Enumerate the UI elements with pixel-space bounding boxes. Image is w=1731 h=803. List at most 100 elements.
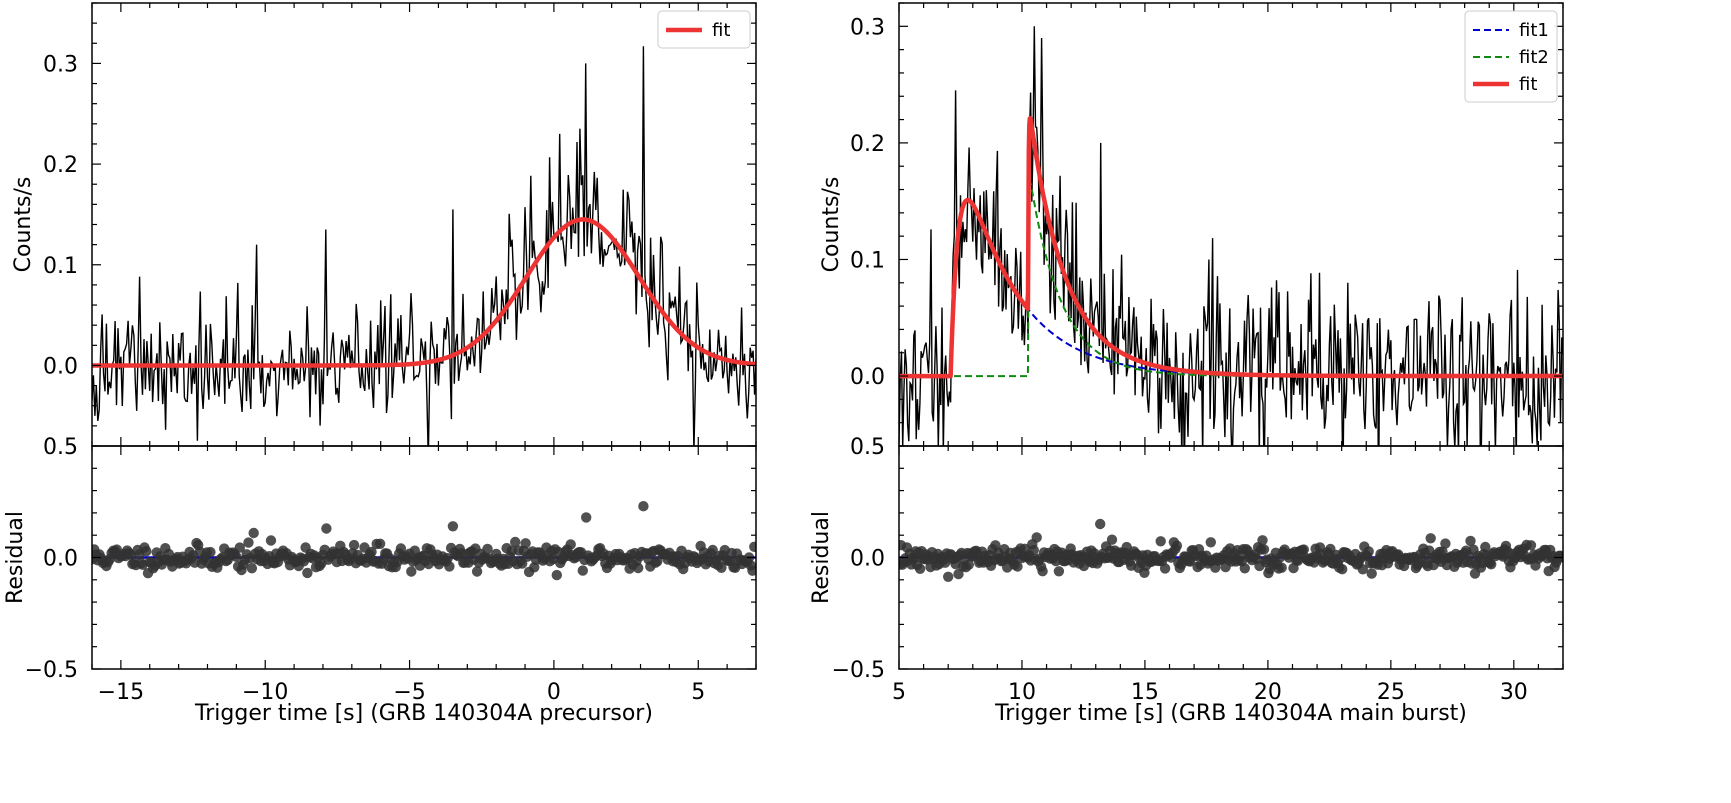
residual-point (1028, 545, 1040, 556)
residual-point (1239, 563, 1251, 574)
residual-point (231, 551, 242, 562)
residual-point (447, 521, 459, 532)
x-axis-label: Trigger time [s] (GRB 140304A precursor) (194, 701, 653, 726)
residual-point (1106, 534, 1118, 545)
residual-point (551, 569, 562, 581)
residual-point (707, 544, 718, 556)
residual-point (243, 537, 254, 548)
legend-box (657, 10, 751, 49)
residual-point (747, 565, 756, 576)
residual-point (510, 536, 521, 548)
residual-point (1465, 535, 1476, 547)
x-tick-label: 15 (1131, 680, 1159, 705)
y-axis-label: Counts/s (819, 177, 844, 273)
y-bottom-tick-label: 0.5 (43, 435, 78, 460)
residual-point (1171, 540, 1183, 551)
x-tick-label: 5 (892, 680, 906, 705)
x-tick-label: −5 (393, 680, 425, 705)
x-tick-label: 20 (1254, 680, 1282, 705)
residual-point (1276, 562, 1287, 573)
residual-point (1155, 536, 1166, 547)
x-tick-label: −10 (242, 680, 288, 705)
y-tick-label: 0.1 (43, 254, 78, 279)
fit-curve-fit2 (899, 180, 1563, 378)
residual-point (1205, 537, 1217, 548)
residual-point (953, 568, 964, 580)
y-tick-label: 0.3 (43, 52, 78, 77)
residual-point (716, 562, 727, 573)
legend-label: fit (1519, 74, 1537, 95)
x-tick-label: −15 (98, 680, 144, 705)
residual-area (899, 518, 1563, 582)
residual-point (1037, 566, 1048, 577)
legend-label: fit1 (1519, 20, 1549, 41)
residual-point (914, 563, 926, 574)
residual-point (1258, 544, 1270, 555)
residual-point (366, 546, 377, 558)
residual-point (1031, 532, 1042, 543)
x-tick-label: 10 (1008, 680, 1036, 705)
residual-point (444, 561, 455, 572)
residual-point (565, 539, 576, 550)
residual-point (1012, 561, 1023, 572)
residual-tick-label: 0.0 (850, 547, 885, 572)
residual-point (141, 546, 152, 557)
y-bottom-tick-label: 0.5 (850, 435, 885, 460)
residual-point (581, 512, 592, 523)
y-tick-label: 0.1 (850, 248, 885, 273)
residual-point (471, 566, 483, 577)
light-curve-line (92, 46, 756, 446)
residual-point (943, 571, 954, 582)
legend-label: fit2 (1519, 47, 1549, 68)
residual-point (1298, 544, 1310, 555)
residual-point (248, 527, 259, 539)
residual-point (1363, 546, 1374, 557)
residual-point (1425, 533, 1436, 544)
residual-point (395, 543, 407, 554)
residual-point (234, 542, 245, 553)
residual-point (1357, 564, 1369, 575)
residual-point (520, 538, 531, 549)
fit-curve-fit (92, 217, 756, 368)
y-tick-label: 0.0 (850, 365, 885, 390)
residual-point (374, 538, 386, 549)
lightcurve-area (899, 26, 1563, 446)
residual-point (482, 543, 493, 555)
residual-point (1525, 540, 1537, 551)
y-tick-label: 0.2 (43, 153, 78, 178)
residual-point (633, 562, 644, 574)
residual-point (1337, 564, 1348, 575)
residual-point (265, 535, 277, 546)
residual-point (1486, 559, 1497, 570)
x-tick-label: 25 (1377, 680, 1405, 705)
residual-point (302, 567, 313, 579)
residual-tick-label: −0.5 (25, 658, 78, 683)
residual-point (1480, 541, 1491, 553)
residual-point (406, 566, 417, 577)
residual-point (1053, 566, 1065, 577)
residual-point (963, 559, 974, 570)
lightcurve-area (92, 46, 756, 446)
x-tick-label: 30 (1500, 680, 1528, 705)
main-burst-panel: 5 10 15 20 25 30 Trigger time [s] (GRB 140304A… (809, 2, 1564, 726)
legend-label: fit (712, 20, 730, 41)
legend-box (1464, 10, 1558, 103)
residual-point (205, 546, 216, 558)
y-tick-label: 0.0 (43, 354, 78, 379)
residual-point (1440, 538, 1451, 549)
precursor-panel: −15 −10 −5 0 5 Trigger time [s] (GRB 140304A … (3, 2, 757, 726)
residual-tick-label: −0.5 (832, 658, 885, 683)
residual-point (638, 501, 649, 512)
residual-point (1257, 535, 1268, 546)
residual-point (652, 556, 663, 567)
residual-point (246, 563, 258, 574)
residual-point (348, 539, 360, 551)
x-axis-label: Trigger time [s] (GRB 140304A main burst… (994, 701, 1467, 726)
x-tick-label: 0 (547, 680, 561, 705)
residual-axis-label: Residual (3, 511, 28, 604)
residual-point (442, 553, 453, 564)
residual-point (321, 523, 332, 534)
residual-axis-label: Residual (809, 511, 834, 604)
y-tick-label: 0.2 (850, 132, 885, 157)
